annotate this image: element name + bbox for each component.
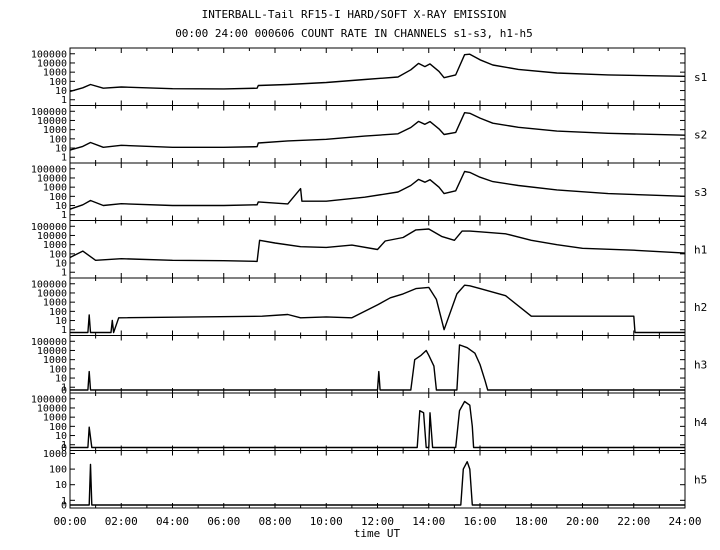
y-tick-label: 1 (61, 210, 67, 221)
y-tick-label: 10000 (37, 231, 67, 242)
x-tick-label: 14:00 (412, 515, 445, 528)
x-tick-label: 00:00 (53, 515, 86, 528)
y-tick-label: 1 (61, 440, 67, 451)
y-tick-label: 1000 (43, 355, 67, 366)
y-tick-label: 10 (55, 316, 67, 327)
y-tick-label: 100 (49, 422, 67, 433)
y-tick-label: 100000 (31, 164, 67, 175)
y-tick-label: 1 (61, 268, 67, 279)
y-tick-label: 100000 (31, 394, 67, 405)
y-tick-label: 100 (49, 307, 67, 318)
panel-frame (69, 450, 686, 509)
series-line-h4 (70, 400, 685, 449)
x-tick-label: 08:00 (258, 515, 291, 528)
series-line-h2 (70, 284, 685, 334)
y-tick-label: 10 (55, 201, 67, 212)
y-tick-label: 10000 (37, 288, 67, 299)
y-tick-label: 10000 (37, 58, 67, 69)
y-tick-label: 1000 (43, 449, 67, 460)
y-tick-label: 0 (61, 501, 67, 512)
y-tick-label: 1 (61, 153, 67, 164)
series-line-h3 (70, 344, 685, 391)
series-line-h5 (70, 461, 685, 506)
y-tick-label: 1000 (43, 125, 67, 136)
y-tick-label: 10000 (37, 173, 67, 184)
y-tick-label: 1 (61, 383, 67, 394)
y-tick-label: 100 (49, 192, 67, 203)
channel-label: h3 (694, 358, 707, 371)
y-tick-label: 10000 (37, 346, 67, 357)
panel-frame (69, 105, 686, 164)
channel-label: s1 (694, 71, 707, 84)
chart-title: INTERBALL-Tail RF15-I HARD/SOFT X-RAY EM… (202, 8, 507, 21)
y-tick-label: 1 (61, 95, 67, 106)
x-axis-label: time UT (354, 527, 401, 540)
y-tick-label: 0 (61, 386, 67, 397)
y-tick-label: 10 (55, 86, 67, 97)
y-tick-label: 0 (61, 443, 67, 454)
y-tick-label: 10 (55, 144, 67, 155)
y-tick-label: 100000 (31, 49, 67, 60)
y-tick-label: 10 (55, 259, 67, 270)
y-tick-label: 10 (55, 431, 67, 442)
panel-frame (69, 392, 686, 451)
channel-label: h2 (694, 301, 707, 314)
channel-label: h1 (694, 243, 707, 256)
panels: 100000100001000100101s110000010000100010… (31, 47, 708, 512)
y-tick-label: 10 (55, 480, 67, 491)
chart-subtitle: 00:00 24:00 000606 COUNT RATE IN CHANNEL… (175, 27, 533, 40)
panel-frame (69, 162, 686, 221)
y-tick-label: 100000 (31, 222, 67, 233)
x-tick-label: 10:00 (310, 515, 343, 528)
panel-frame (69, 47, 686, 106)
y-tick-label: 10000 (37, 116, 67, 127)
y-tick-label: 100 (49, 77, 67, 88)
x-axis: 00:00 02:00 04:00 06:00 08:00 10:00 12:00 14:00… (53, 515, 701, 528)
y-tick-label: 100000 (31, 337, 67, 348)
channel-label: s2 (694, 128, 707, 141)
y-tick-label: 1000 (43, 183, 67, 194)
y-tick-label: 100 (49, 364, 67, 375)
channel-label: h4 (694, 416, 708, 429)
x-tick-label: 22:00 (617, 515, 650, 528)
y-tick-label: 1 (61, 496, 67, 507)
channel-label: s3 (694, 186, 707, 199)
y-tick-label: 10000 (37, 403, 67, 414)
panel-frame (69, 277, 686, 336)
x-tick-label: 16:00 (463, 515, 496, 528)
series-line-h1 (69, 228, 686, 263)
y-tick-label: 100000 (31, 279, 67, 290)
y-tick-label: 100 (49, 134, 67, 145)
x-tick-label: 12:00 (361, 515, 394, 528)
x-tick-label: 02:00 (105, 515, 138, 528)
y-tick-label: 1000 (43, 240, 67, 251)
panel-h5: 1000 100 10 10 h5 (43, 449, 707, 512)
series-line-s1 (69, 53, 686, 93)
series-line-s3 (69, 170, 686, 210)
x-tick-label: 24:00 (668, 515, 701, 528)
x-tick-label: 18:00 (515, 515, 548, 528)
x-tick-label: 06:00 (207, 515, 240, 528)
series-line-s2 (69, 111, 686, 151)
x-tick-label: 20:00 (566, 515, 599, 528)
y-tick-label: 100000 (31, 107, 67, 118)
y-tick-label: 1000 (43, 413, 67, 424)
y-tick-label: 100 (49, 465, 67, 476)
y-tick-label: 1000 (43, 298, 67, 309)
channel-label: h5 (694, 473, 707, 486)
y-tick-label: 10 (55, 374, 67, 385)
y-tick-label: 1000 (43, 68, 67, 79)
y-tick-label: 100 (49, 249, 67, 260)
y-tick-label: 1 (61, 325, 67, 336)
x-tick-label: 04:00 (156, 515, 189, 528)
